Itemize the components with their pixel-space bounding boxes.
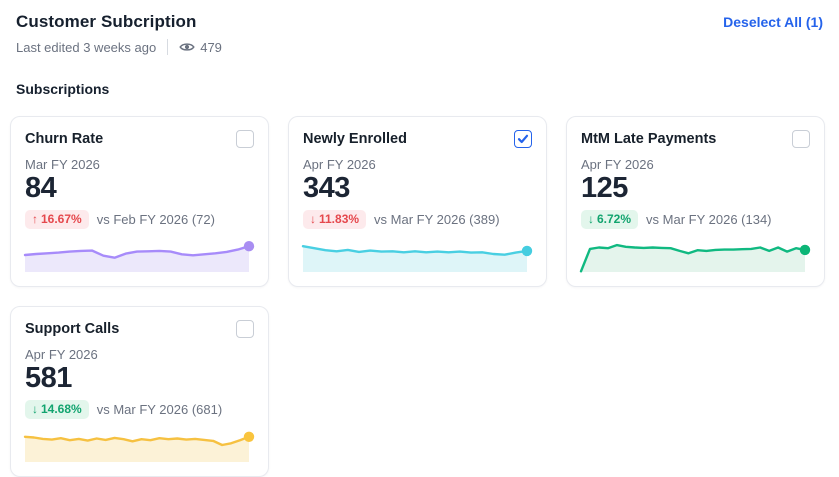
delta-arrow-icon: ↓ [32,402,38,417]
card-title: Churn Rate [25,131,104,147]
card-checkbox[interactable] [514,130,532,148]
comparison-label: vs Mar FY 2026 (134) [646,211,772,227]
page-meta: Last edited 3 weeks ago 479 [16,39,222,55]
card-title: MtM Late Payments [581,131,717,147]
delta-percent: 16.67% [41,212,82,227]
sparkline [23,241,255,272]
kpi-cards-grid: Churn Rate Mar FY 2026 84 ↑ 16.67% vs Feb… [10,116,839,477]
kpi-card-support-calls[interactable]: Support Calls Apr FY 2026 581 ↓ 14.68% vs… [10,306,269,477]
last-edited-label: Last edited 3 weeks ago [16,39,157,55]
period-label: Mar FY 2026 [25,157,100,172]
metric-value: 581 [25,362,72,394]
comparison-label: vs Feb FY 2026 (72) [96,211,215,227]
sparkline [301,244,533,272]
page-title: Customer Subcription [16,12,197,31]
delta-percent: 11.83% [319,212,360,227]
views-count: 479 [200,39,222,55]
meta-divider [167,39,169,55]
delta-percent: 14.68% [41,402,82,417]
eye-icon [179,43,195,51]
sparkline [579,243,811,273]
delta-badge: ↓ 14.68% [25,399,89,419]
delta-arrow-icon: ↑ [32,212,38,227]
delta-badge: ↓ 6.72% [581,209,639,229]
delta-arrow-icon: ↓ [310,212,316,227]
card-title: Support Calls [25,321,120,337]
delta-badge: ↑ 16.67% [25,209,89,229]
check-icon [517,134,529,144]
card-checkbox[interactable] [792,130,810,148]
section-title: Subscriptions [16,81,110,97]
metric-value: 84 [25,172,57,204]
period-label: Apr FY 2026 [303,157,376,172]
period-label: Apr FY 2026 [581,157,654,172]
metric-value: 125 [581,172,628,204]
kpi-card-mtm-late-payments[interactable]: MtM Late Payments Apr FY 2026 125 ↓ 6.72%… [566,116,825,287]
kpi-card-newly-enrolled[interactable]: Newly Enrolled Apr FY 2026 343 ↓ 11.83% v… [288,116,547,287]
card-checkbox[interactable] [236,130,254,148]
deselect-all-link[interactable]: Deselect All (1) [723,14,823,30]
delta-arrow-icon: ↓ [588,212,594,227]
sparkline [23,431,255,462]
page-header: Customer Subcription Last edited 3 weeks… [16,12,823,55]
metric-value: 343 [303,172,350,204]
views-counter: 479 [179,39,222,55]
kpi-card-churn-rate[interactable]: Churn Rate Mar FY 2026 84 ↑ 16.67% vs Feb… [10,116,269,287]
period-label: Apr FY 2026 [25,347,98,362]
delta-badge: ↓ 11.83% [303,209,367,229]
delta-percent: 6.72% [597,212,632,227]
card-title: Newly Enrolled [303,131,407,147]
card-checkbox[interactable] [236,320,254,338]
comparison-label: vs Mar FY 2026 (681) [96,401,223,417]
comparison-label: vs Mar FY 2026 (389) [374,211,500,227]
